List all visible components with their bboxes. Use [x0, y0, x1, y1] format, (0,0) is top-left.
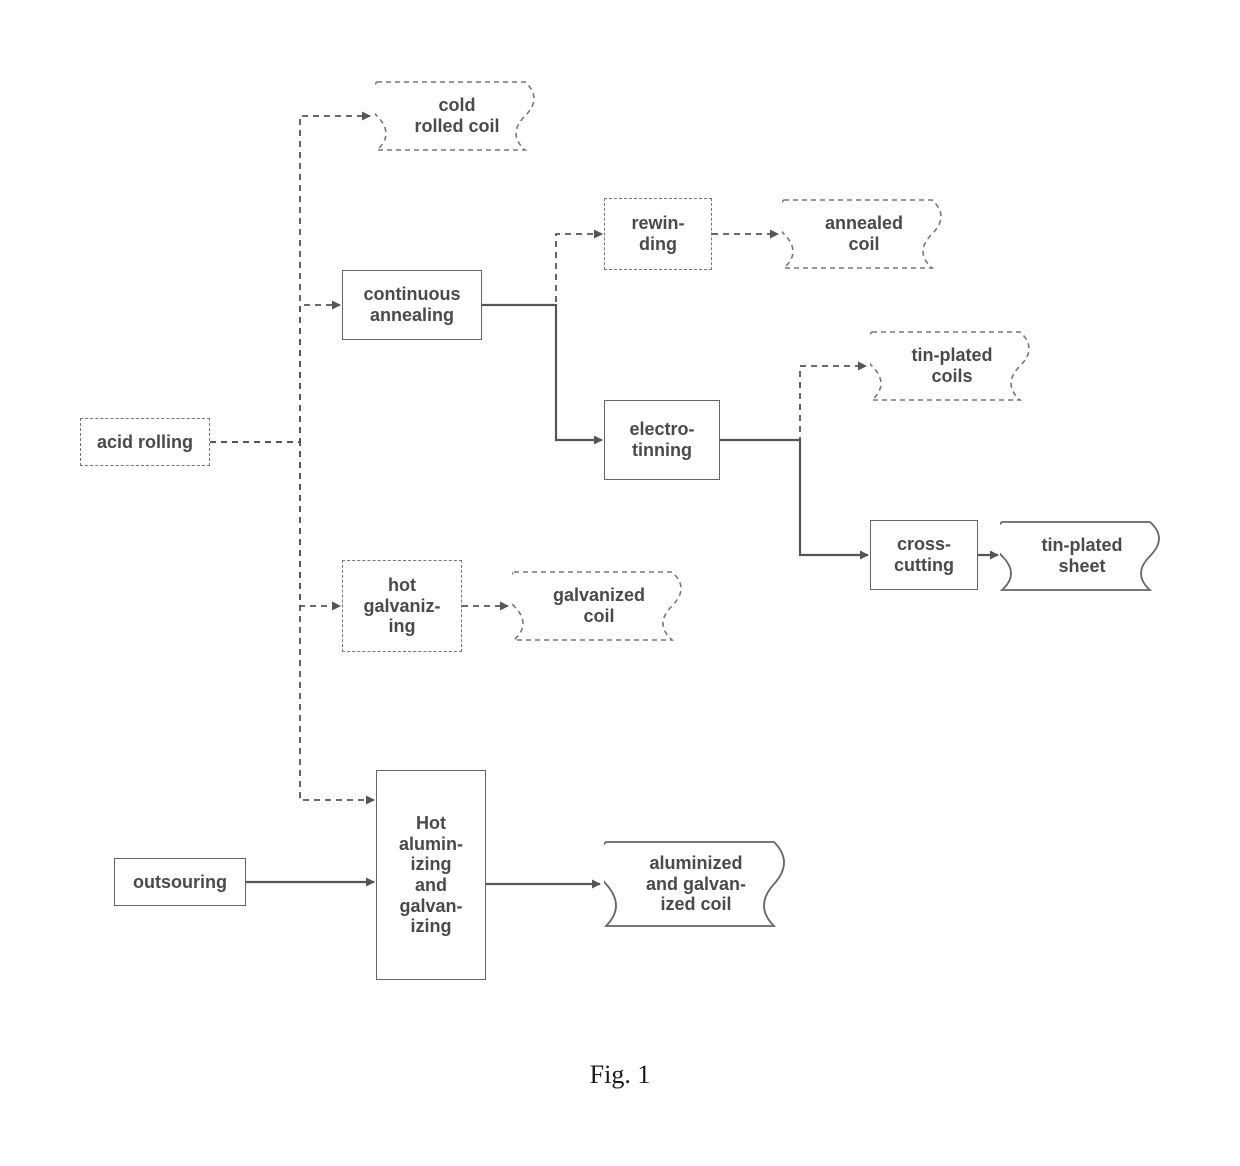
node-label: coldrolled coil — [375, 80, 545, 152]
node-label: electro-tinning — [629, 419, 694, 460]
node-aluminized-galvanized-coil: aluminizedand galvan-ized coil — [604, 840, 794, 928]
node-hot-galvanizing: hotgalvaniz-ing — [342, 560, 462, 652]
node-label: continuousannealing — [364, 284, 461, 325]
node-label: Hotalumin-izingandgalvan-izing — [399, 813, 463, 937]
node-label: tin-platedcoils — [870, 330, 1040, 402]
node-label: annealedcoil — [782, 198, 952, 270]
connector — [210, 442, 340, 606]
connector — [720, 366, 866, 440]
connector — [482, 234, 602, 305]
node-label: cross-cutting — [894, 534, 954, 575]
node-rewinding: rewin-ding — [604, 198, 712, 270]
node-cold-rolled-coil: coldrolled coil — [375, 80, 545, 152]
node-continuous-annealing: continuousannealing — [342, 270, 482, 340]
connector — [720, 440, 868, 555]
node-acid-rolling: acid rolling — [80, 418, 210, 466]
connector — [210, 305, 340, 442]
figure-caption: Fig. 1 — [0, 1060, 1240, 1090]
node-hot-aluminizing-galvanizing: Hotalumin-izingandgalvan-izing — [376, 770, 486, 980]
node-annealed-coil: annealedcoil — [782, 198, 952, 270]
node-tin-plated-coils: tin-platedcoils — [870, 330, 1040, 402]
node-cross-cutting: cross-cutting — [870, 520, 978, 590]
node-label: outsouring — [133, 872, 227, 893]
node-tin-plated-sheet: tin-platedsheet — [1000, 520, 1170, 592]
flowchart-diagram: acid rolling outsouring continuousanneal… — [0, 0, 1240, 1100]
node-galvanized-coil: galvanizedcoil — [512, 570, 692, 642]
node-label: hotgalvaniz-ing — [363, 575, 440, 637]
connector — [482, 305, 602, 440]
node-electrotinning: electro-tinning — [604, 400, 720, 480]
node-label: rewin-ding — [631, 213, 684, 254]
node-label: aluminizedand galvan-ized coil — [604, 840, 794, 928]
node-label: tin-platedsheet — [1000, 520, 1170, 592]
node-outsouring: outsouring — [114, 858, 246, 906]
caption-text: Fig. 1 — [590, 1060, 651, 1089]
node-label: acid rolling — [97, 432, 193, 453]
node-label: galvanizedcoil — [512, 570, 692, 642]
